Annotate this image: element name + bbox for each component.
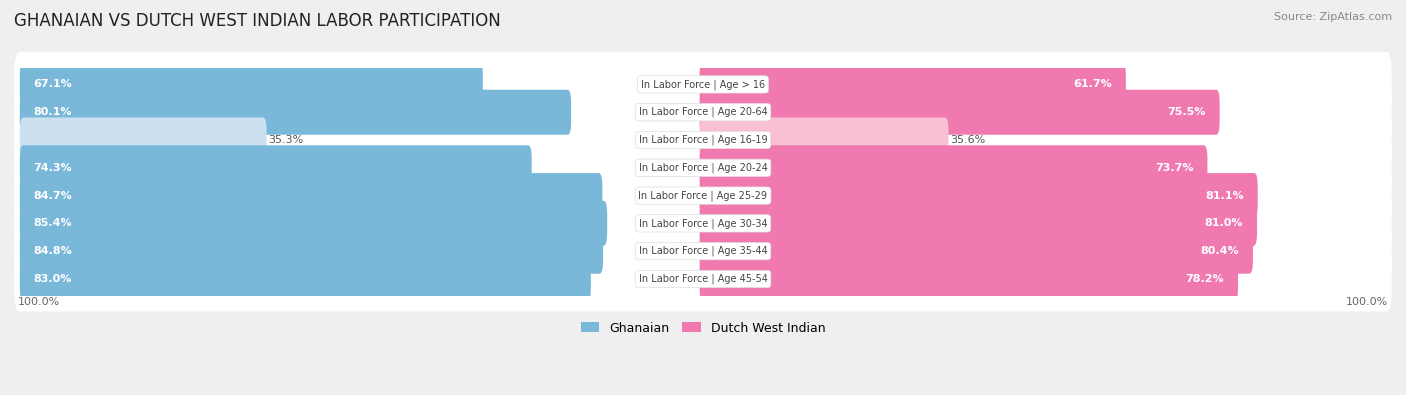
FancyBboxPatch shape: [20, 201, 607, 246]
Text: 100.0%: 100.0%: [18, 297, 60, 307]
FancyBboxPatch shape: [20, 256, 591, 301]
FancyBboxPatch shape: [700, 201, 1257, 246]
Text: 35.6%: 35.6%: [950, 135, 986, 145]
Text: In Labor Force | Age 30-34: In Labor Force | Age 30-34: [638, 218, 768, 229]
Text: 81.1%: 81.1%: [1205, 190, 1244, 201]
Text: 81.0%: 81.0%: [1205, 218, 1243, 228]
Text: In Labor Force | Age 20-64: In Labor Force | Age 20-64: [638, 107, 768, 117]
Text: In Labor Force | Age 45-54: In Labor Force | Age 45-54: [638, 274, 768, 284]
FancyBboxPatch shape: [14, 246, 1392, 312]
Text: 35.3%: 35.3%: [269, 135, 304, 145]
Text: In Labor Force | Age > 16: In Labor Force | Age > 16: [641, 79, 765, 90]
FancyBboxPatch shape: [20, 173, 602, 218]
Text: 74.3%: 74.3%: [34, 163, 72, 173]
FancyBboxPatch shape: [14, 107, 1392, 173]
Text: 75.5%: 75.5%: [1167, 107, 1206, 117]
Text: 100.0%: 100.0%: [1346, 297, 1388, 307]
Text: 83.0%: 83.0%: [34, 274, 72, 284]
Text: 85.4%: 85.4%: [34, 218, 72, 228]
Text: 61.7%: 61.7%: [1073, 79, 1112, 89]
FancyBboxPatch shape: [700, 173, 1258, 218]
Text: 80.1%: 80.1%: [34, 107, 72, 117]
FancyBboxPatch shape: [20, 117, 267, 162]
Text: GHANAIAN VS DUTCH WEST INDIAN LABOR PARTICIPATION: GHANAIAN VS DUTCH WEST INDIAN LABOR PART…: [14, 12, 501, 30]
Text: Source: ZipAtlas.com: Source: ZipAtlas.com: [1274, 12, 1392, 22]
FancyBboxPatch shape: [700, 256, 1239, 301]
Legend: Ghanaian, Dutch West Indian: Ghanaian, Dutch West Indian: [575, 316, 831, 340]
FancyBboxPatch shape: [14, 52, 1392, 117]
Text: 80.4%: 80.4%: [1201, 246, 1239, 256]
FancyBboxPatch shape: [20, 229, 603, 274]
Text: In Labor Force | Age 20-24: In Labor Force | Age 20-24: [638, 163, 768, 173]
Text: 84.8%: 84.8%: [34, 246, 72, 256]
FancyBboxPatch shape: [700, 117, 949, 162]
FancyBboxPatch shape: [14, 135, 1392, 200]
Text: 73.7%: 73.7%: [1156, 163, 1194, 173]
FancyBboxPatch shape: [20, 90, 571, 135]
FancyBboxPatch shape: [14, 80, 1392, 145]
FancyBboxPatch shape: [14, 219, 1392, 284]
Text: In Labor Force | Age 35-44: In Labor Force | Age 35-44: [638, 246, 768, 256]
Text: 78.2%: 78.2%: [1185, 274, 1225, 284]
FancyBboxPatch shape: [700, 90, 1219, 135]
Text: 84.7%: 84.7%: [34, 190, 72, 201]
FancyBboxPatch shape: [700, 62, 1126, 107]
Text: In Labor Force | Age 25-29: In Labor Force | Age 25-29: [638, 190, 768, 201]
FancyBboxPatch shape: [700, 145, 1208, 190]
FancyBboxPatch shape: [20, 145, 531, 190]
Text: 67.1%: 67.1%: [34, 79, 72, 89]
FancyBboxPatch shape: [14, 191, 1392, 256]
FancyBboxPatch shape: [14, 163, 1392, 228]
Text: In Labor Force | Age 16-19: In Labor Force | Age 16-19: [638, 135, 768, 145]
FancyBboxPatch shape: [20, 62, 482, 107]
FancyBboxPatch shape: [700, 229, 1253, 274]
